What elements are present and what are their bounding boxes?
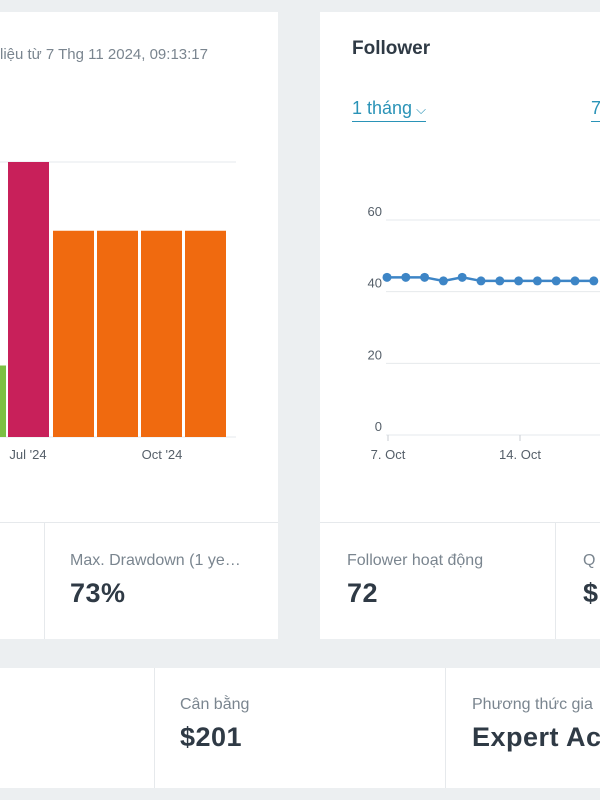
card-divider <box>0 522 278 523</box>
data-point <box>589 276 599 286</box>
balance-value: $201 <box>180 722 243 752</box>
monthly-growth-chart: Jul '24 Oct '24 <box>0 161 236 462</box>
follower-series-line <box>387 276 594 283</box>
data-point <box>401 272 411 282</box>
x-tick-label: Jul '24 <box>9 447 46 462</box>
card-divider <box>320 522 600 523</box>
max-drawdown-value: 73% <box>70 578 126 608</box>
trading-method-value: Expert Ac <box>472 722 600 752</box>
data-point <box>514 276 524 286</box>
x-tick-label: Oct '24 <box>142 447 183 462</box>
trading-method-label: Phương thức gia <box>472 696 593 713</box>
follower-title: Follower <box>352 38 431 59</box>
data-since-text: liệu từ 7 Thg 11 2024, 09:13:17 <box>0 46 208 63</box>
data-point <box>532 276 542 286</box>
active-followers-value: 72 <box>347 578 379 608</box>
active-followers-label: Follower hoạt động <box>347 552 484 569</box>
balance-label: Cân bằng <box>180 696 250 713</box>
data-point <box>570 276 580 286</box>
x-tick-label: 14. Oct <box>499 447 541 462</box>
data-point <box>495 276 505 286</box>
follower-card: Follower 1 tháng ⌵ 7 0 20 40 60 7. Oct 14. Oct… <box>320 12 600 639</box>
account-info-card: Cân bằng $201 Phương thức gia Expert Ac <box>0 668 600 788</box>
growth-card: liệu từ 7 Thg 11 2024, 09:13:17 Jul '24 O… <box>0 12 278 639</box>
truncated-stat-value: $ <box>583 578 599 608</box>
period-dropdown[interactable]: 1 tháng ⌵ <box>352 98 426 122</box>
period-dropdown-label: 1 tháng <box>352 98 413 118</box>
bar <box>97 230 138 437</box>
data-point <box>420 272 430 282</box>
stat-divider <box>445 668 446 788</box>
bar <box>0 365 6 437</box>
bar <box>141 230 182 437</box>
stat-divider <box>154 668 155 788</box>
stat-divider <box>44 522 45 639</box>
data-point <box>438 276 448 286</box>
bar <box>53 230 94 437</box>
max-drawdown-label: Max. Drawdown (1 ye… <box>70 552 241 569</box>
data-point <box>551 276 561 286</box>
y-tick-label: 0 <box>375 419 382 434</box>
data-point <box>382 272 392 282</box>
data-point <box>457 272 467 282</box>
bar <box>185 230 226 437</box>
period-dropdown-secondary[interactable]: 7 <box>591 98 600 122</box>
bar <box>8 162 49 437</box>
y-tick-label: 60 <box>368 204 382 219</box>
data-point <box>476 276 486 286</box>
y-tick-label: 40 <box>368 276 382 291</box>
x-tick-label: 7. Oct <box>371 447 406 462</box>
y-tick-label: 20 <box>368 347 382 362</box>
chevron-down-icon: ⌵ <box>416 102 426 117</box>
follower-line-chart: 0 20 40 60 7. Oct 14. Oct <box>368 204 600 462</box>
truncated-stat-label: Q <box>583 552 596 569</box>
stat-divider <box>555 522 556 639</box>
